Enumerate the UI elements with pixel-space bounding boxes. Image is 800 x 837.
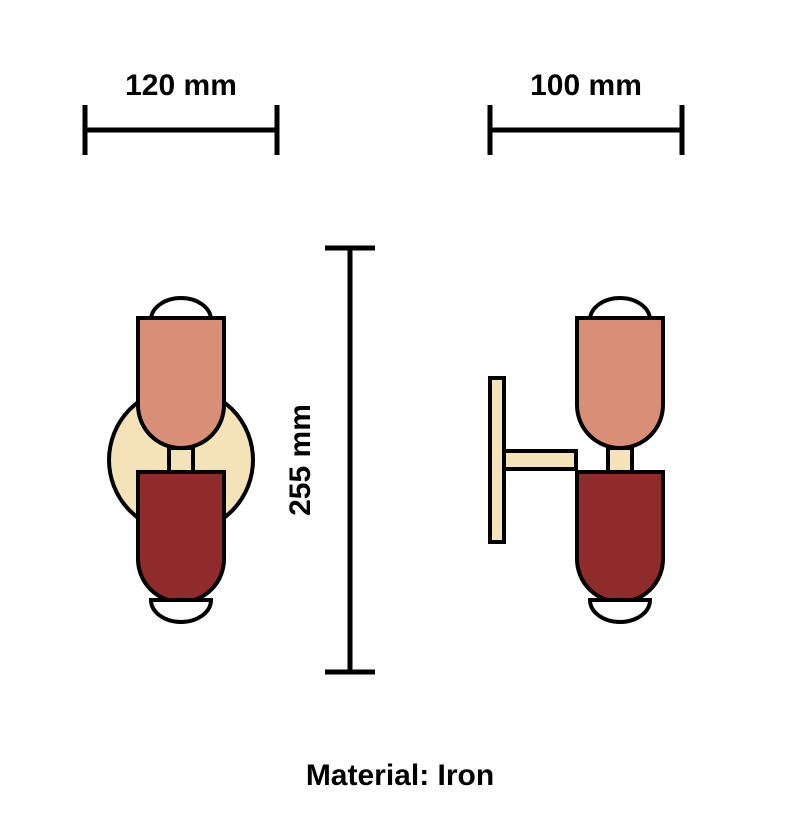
arm — [504, 451, 576, 469]
bulb-bottom — [151, 600, 211, 622]
front-view — [109, 298, 253, 622]
dimension-label: 100 mm — [530, 69, 642, 102]
material-label: Material: Iron — [306, 759, 494, 792]
height-dimension-label: 255 mm — [284, 404, 317, 516]
dimension-label: 120 mm — [125, 69, 237, 102]
wall-plate — [490, 378, 504, 542]
shade-top-front — [138, 318, 224, 448]
shade-top-side — [577, 318, 663, 448]
shade-bottom-front — [138, 472, 224, 602]
side-view — [490, 298, 663, 622]
shade-bottom-side — [577, 472, 663, 602]
